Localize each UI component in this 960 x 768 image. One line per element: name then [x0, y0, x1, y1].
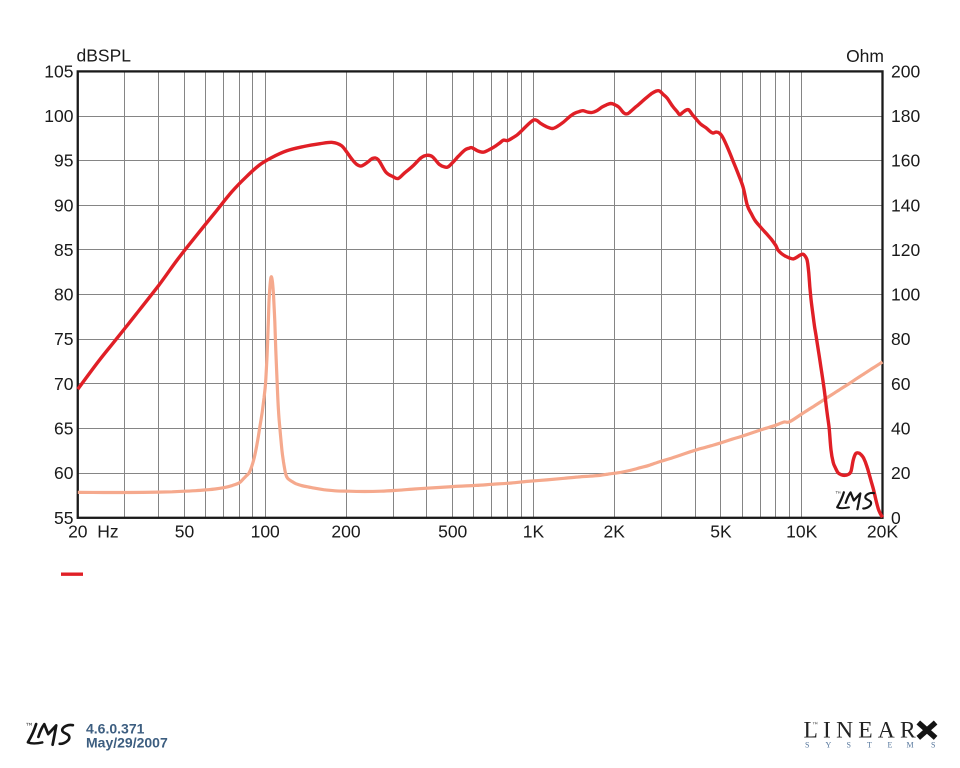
svg-text:100: 100 [251, 522, 280, 542]
svg-text:200: 200 [331, 522, 360, 542]
svg-text:1K: 1K [523, 522, 545, 542]
svg-text:Hz: Hz [97, 522, 118, 542]
svg-text:500: 500 [438, 522, 467, 542]
svg-text:50: 50 [175, 522, 195, 542]
svg-text:120: 120 [891, 240, 920, 260]
svg-text:4.6.0.371: 4.6.0.371 [86, 721, 145, 737]
svg-text:95: 95 [54, 151, 73, 171]
svg-text:160: 160 [891, 151, 920, 171]
svg-text:60: 60 [891, 374, 911, 394]
svg-text:85: 85 [54, 240, 73, 260]
svg-text:100: 100 [44, 106, 73, 126]
svg-text:LINEAR: LINEAR [804, 718, 921, 744]
svg-text:70: 70 [54, 374, 74, 394]
svg-text:60: 60 [54, 463, 74, 483]
svg-text:75: 75 [54, 329, 73, 349]
svg-text:200: 200 [891, 61, 920, 81]
svg-text:40: 40 [891, 419, 911, 439]
svg-text:55: 55 [54, 508, 73, 528]
svg-text:Ohm: Ohm [846, 46, 884, 66]
svg-text:May/29/2007: May/29/2007 [86, 734, 168, 750]
svg-text:10K: 10K [786, 522, 817, 542]
svg-text:20K: 20K [867, 522, 898, 542]
svg-text:2K: 2K [603, 522, 625, 542]
svg-text:140: 140 [891, 195, 920, 215]
svg-text:20: 20 [891, 463, 911, 483]
svg-text:0: 0 [891, 508, 901, 528]
svg-text:65: 65 [54, 419, 73, 439]
svg-text:80: 80 [891, 329, 911, 349]
svg-text:90: 90 [54, 195, 74, 215]
svg-text:100: 100 [891, 285, 920, 305]
svg-text:105: 105 [44, 61, 73, 81]
svg-text:5K: 5K [710, 522, 732, 542]
svg-text:20: 20 [68, 522, 88, 542]
svg-text:180: 180 [891, 106, 920, 126]
svg-text:80: 80 [54, 285, 74, 305]
svg-text:dBSPL: dBSPL [77, 46, 132, 66]
